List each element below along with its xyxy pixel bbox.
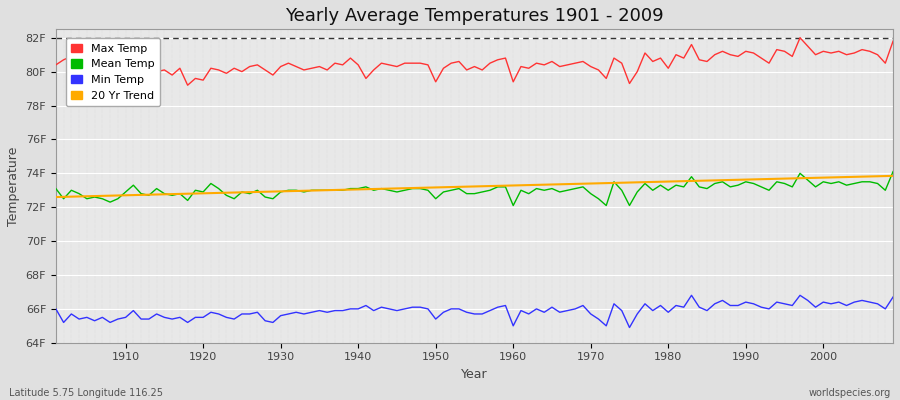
Text: Latitude 5.75 Longitude 116.25: Latitude 5.75 Longitude 116.25 [9, 388, 163, 398]
Y-axis label: Temperature: Temperature [7, 146, 20, 226]
X-axis label: Year: Year [461, 368, 488, 381]
Text: worldspecies.org: worldspecies.org [809, 388, 891, 398]
Legend: Max Temp, Mean Temp, Min Temp, 20 Yr Trend: Max Temp, Mean Temp, Min Temp, 20 Yr Tre… [66, 38, 160, 106]
Title: Yearly Average Temperatures 1901 - 2009: Yearly Average Temperatures 1901 - 2009 [285, 7, 664, 25]
